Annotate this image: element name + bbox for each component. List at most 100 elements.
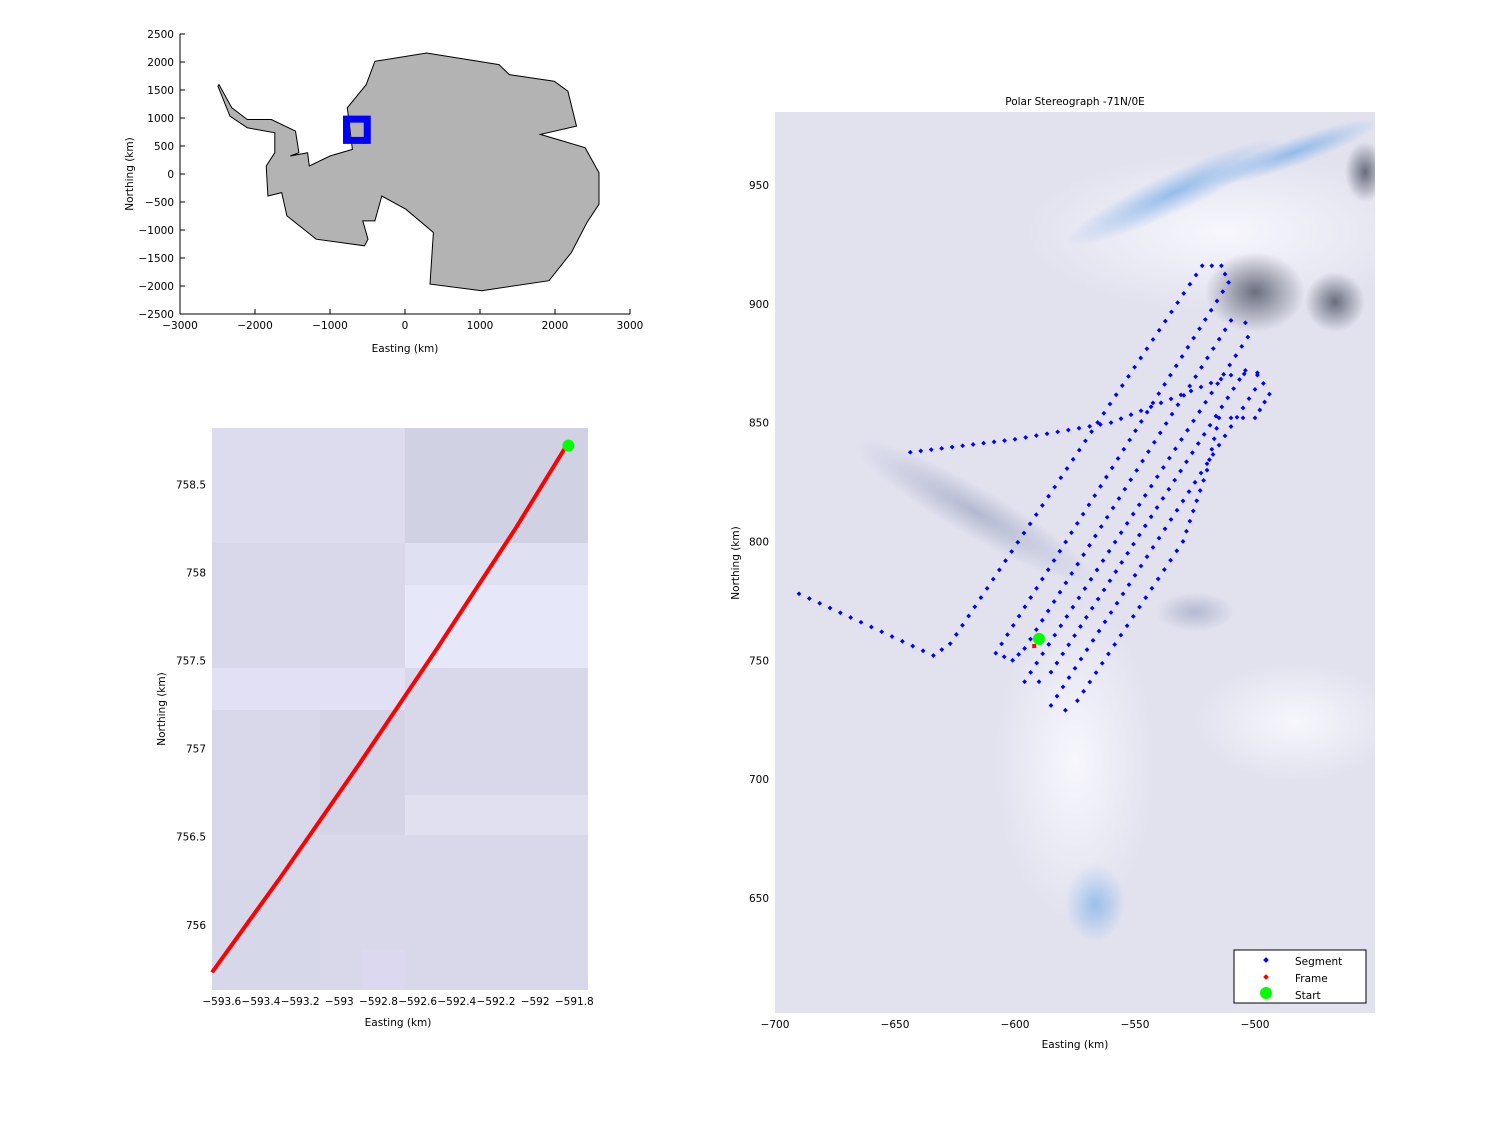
segment-point	[1174, 548, 1180, 554]
frame-x-tick-label: −593.6	[202, 996, 241, 1008]
segment-point	[1036, 679, 1042, 685]
segment-point	[806, 596, 812, 601]
segment-point	[1063, 580, 1069, 586]
legend-label-frame: Frame	[1295, 973, 1328, 985]
segment-point	[1113, 569, 1119, 574]
segment-point	[1106, 651, 1111, 657]
segment-point	[1118, 632, 1124, 638]
overview-y-tick-label: 2000	[147, 57, 174, 69]
segment-point	[1028, 636, 1033, 642]
segment-point	[1168, 557, 1173, 563]
segment-point	[1126, 582, 1132, 588]
segment-x-tick-label: −600	[1001, 1019, 1030, 1031]
segment-point	[889, 634, 895, 639]
segment-point	[978, 595, 984, 600]
segment-y-tick-label: 700	[749, 774, 769, 786]
segment-point	[1057, 589, 1063, 595]
segment-point	[1034, 660, 1040, 666]
segment-point	[1069, 530, 1074, 536]
segment-point	[1005, 632, 1010, 638]
frame-y-tick-label: 756	[186, 920, 206, 932]
frame-x-tick-label: −592.6	[398, 996, 437, 1008]
segment-point	[1131, 541, 1136, 547]
segment-point	[1099, 660, 1105, 666]
segment-point	[910, 643, 916, 649]
segment-point	[868, 624, 874, 630]
segment-point	[1142, 523, 1148, 529]
frame-x-tick-label: −592.8	[359, 996, 398, 1008]
segment-point	[1187, 518, 1193, 524]
segment-point	[1084, 647, 1090, 653]
segment-point	[949, 444, 955, 450]
segment-point	[1104, 514, 1110, 520]
segment-point	[1045, 608, 1051, 614]
segment-point	[984, 585, 990, 591]
segment-point	[990, 576, 996, 582]
overview-x-tick-label: −3000	[162, 320, 198, 332]
segment-point	[1010, 657, 1016, 663]
segment-point	[1070, 604, 1076, 610]
segment-point	[1144, 554, 1150, 560]
frame-x-tick-label: −592.2	[477, 996, 516, 1008]
frame-y-tick-label: 758	[186, 567, 206, 579]
segment-point	[1051, 599, 1057, 604]
segment-point	[1034, 585, 1039, 591]
image-tile	[320, 710, 405, 835]
overview-xlabel: Easting (km)	[372, 343, 439, 355]
segment-point	[1060, 684, 1066, 690]
segment-point	[1027, 521, 1033, 527]
frame-x-tick-label: −593.2	[281, 996, 320, 1008]
segment-point	[1114, 600, 1120, 606]
overview-x-tick-label: −2000	[237, 320, 273, 332]
segment-point	[1002, 438, 1007, 443]
segment-point	[1039, 576, 1045, 582]
segment-point	[1028, 669, 1034, 675]
segment-point	[920, 648, 926, 654]
overview-y-tick-label: −1000	[138, 225, 174, 237]
segment-point	[1048, 703, 1054, 708]
segment-point	[1162, 526, 1168, 532]
segment-x-tick-label: −500	[1241, 1019, 1270, 1031]
segment-point	[996, 567, 1002, 573]
image-tile	[405, 428, 588, 543]
segment-point	[1016, 651, 1022, 657]
segment-x-tick-label: −700	[761, 1019, 790, 1031]
segment-x-tick-label: −550	[1121, 1019, 1150, 1031]
segment-ylabel: Northing (km)	[730, 526, 742, 599]
segment-point	[1137, 604, 1142, 610]
segment-point	[837, 610, 843, 616]
legend-label-start: Start	[1295, 990, 1321, 1002]
segment-point	[1125, 550, 1130, 556]
segment-point	[1074, 698, 1080, 704]
segment-point	[939, 647, 945, 653]
region-highlight-box	[343, 115, 371, 144]
segment-point	[827, 605, 833, 611]
segment-point	[1096, 628, 1102, 634]
segment-point	[1083, 614, 1089, 620]
segment-point	[1156, 535, 1162, 541]
segment-point	[1033, 512, 1039, 518]
segment-point	[1054, 660, 1060, 666]
segment-point	[1003, 558, 1008, 564]
segment-point	[1108, 610, 1114, 615]
segment-point	[879, 629, 885, 635]
segment-point	[1046, 642, 1052, 647]
image-tile	[362, 950, 405, 990]
segment-point	[947, 641, 953, 647]
segment-point	[1022, 604, 1028, 610]
segment-point	[999, 641, 1005, 647]
segment-point	[1028, 595, 1034, 600]
segment-point	[1095, 596, 1101, 602]
start-marker	[1033, 632, 1045, 645]
overview-y-tick-label: 0	[167, 169, 174, 181]
segment-y-tick-label: 650	[749, 893, 769, 905]
segment-point	[1087, 542, 1092, 548]
segment-point	[1069, 571, 1075, 576]
segment-point	[1090, 637, 1096, 643]
legend-marker-frame	[1263, 974, 1269, 980]
overview-y-tick-label: 1500	[147, 85, 174, 97]
segment-y-tick-label: 900	[749, 299, 769, 311]
segment-point	[1054, 693, 1060, 699]
segment-point	[1148, 514, 1154, 520]
segment-x-tick-label: −650	[881, 1019, 910, 1031]
